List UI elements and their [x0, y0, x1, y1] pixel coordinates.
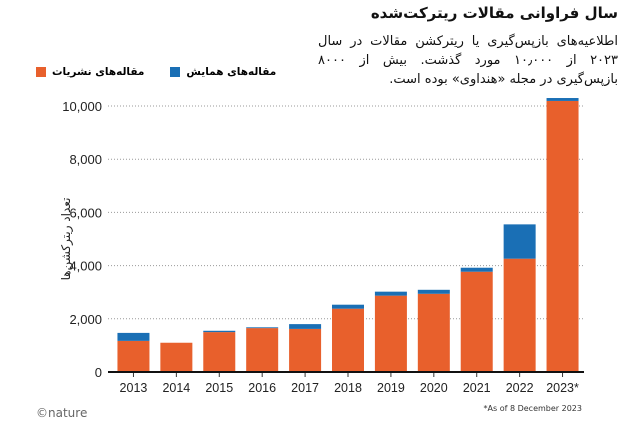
bar-journal — [117, 340, 150, 372]
x-tick-label: 2020 — [420, 381, 448, 395]
bar-conference — [460, 267, 493, 272]
y-tick-label: 6,000 — [69, 205, 102, 220]
bar-journal — [160, 342, 193, 372]
legend-swatch — [170, 67, 181, 77]
bar-journal — [332, 308, 364, 372]
bar-journal — [374, 295, 407, 372]
bar-conference — [546, 98, 579, 101]
nature-logo: ©nature — [36, 406, 88, 420]
bar-conference — [332, 304, 364, 309]
bar-conference — [203, 330, 236, 333]
y-tick-label: 4,000 — [69, 259, 102, 274]
bar-journal — [503, 258, 536, 372]
x-tick-label: 2014 — [162, 381, 190, 395]
y-tick-label: 10,000 — [62, 99, 102, 114]
bar-conference — [417, 289, 450, 294]
bar-conference — [117, 332, 150, 341]
x-tick-label: 2017 — [291, 381, 319, 395]
bar-conference — [374, 291, 407, 296]
chart-title: سال فراوانی مقالات ریترکت‌شده — [370, 4, 618, 22]
legend-label: مقاله‌های نشریات — [52, 66, 145, 78]
x-tick-label: 2016 — [248, 381, 276, 395]
bar-journal — [246, 328, 279, 372]
bar-conference — [503, 224, 536, 259]
bar-journal — [289, 328, 322, 372]
x-tick-label: 2019 — [377, 381, 405, 395]
bar-journal — [203, 332, 236, 372]
x-tick-label: 2018 — [334, 381, 362, 395]
y-axis-label: تعداد ریترکشن‌ها — [59, 198, 74, 281]
x-tick-label: 2013 — [120, 381, 148, 395]
bar-journal — [417, 293, 450, 372]
x-tick-label: 2021 — [463, 381, 491, 395]
x-tick-label: 2023* — [546, 381, 579, 395]
bar-journal — [546, 100, 579, 373]
x-tick-label: 2022 — [506, 381, 534, 395]
legend-swatch — [36, 67, 46, 77]
bar-journal — [460, 271, 493, 372]
chart-subtitle: اطلاعیه‌های بازپس‌گیری یا ریترکشن مقالات… — [318, 34, 619, 87]
legend-item-conferences: مقاله‌های همایش — [170, 66, 276, 78]
bar-conference — [289, 324, 322, 329]
y-tick-label: 8,000 — [69, 152, 102, 167]
legend: مقاله‌های نشریات مقاله‌های همایش — [36, 66, 276, 78]
legend-item-journals: مقاله‌های نشریات — [36, 66, 144, 78]
footnote: *As of 8 December 2023 — [483, 404, 582, 413]
bar-conference — [246, 327, 279, 329]
y-tick-label: 2,000 — [69, 312, 102, 327]
y-tick-label: 0 — [95, 365, 102, 380]
x-tick-label: 2015 — [205, 381, 233, 395]
legend-label: مقاله‌های همایش — [186, 66, 277, 78]
